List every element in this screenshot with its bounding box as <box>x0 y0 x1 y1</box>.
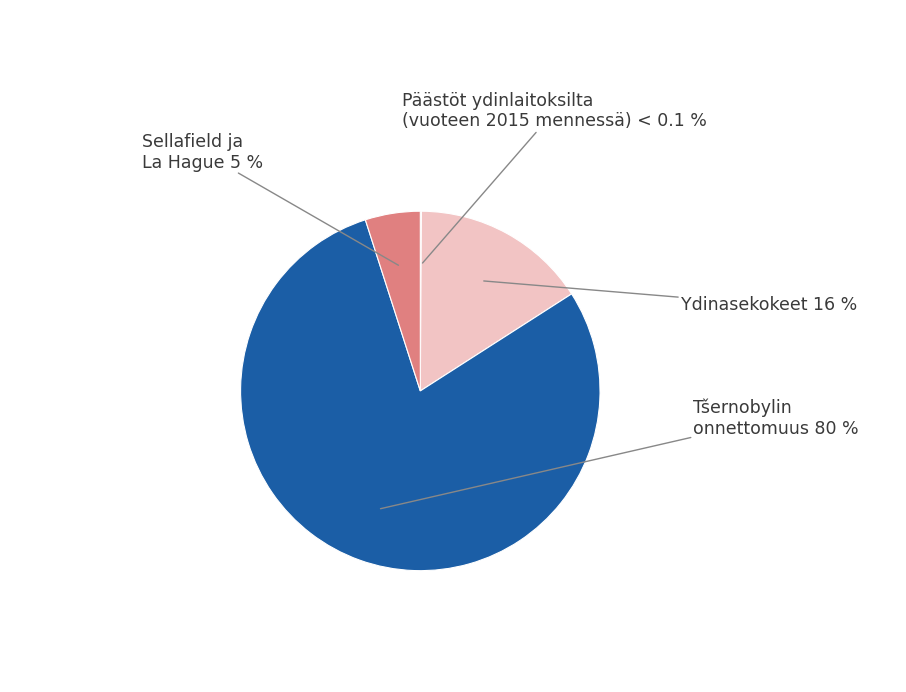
Wedge shape <box>420 211 572 391</box>
Text: Päästöt ydinlaitoksilta
(vuoteen 2015 mennessä) < 0.1 %: Päästöt ydinlaitoksilta (vuoteen 2015 me… <box>402 91 708 263</box>
Wedge shape <box>365 211 420 391</box>
Wedge shape <box>241 220 600 571</box>
Text: Tšernobylin
onnettomuus 80 %: Tšernobylin onnettomuus 80 % <box>381 398 859 509</box>
Text: Ydinasekokeet 16 %: Ydinasekokeet 16 % <box>484 281 857 313</box>
Text: Sellafield ja
La Hague 5 %: Sellafield ja La Hague 5 % <box>141 133 399 265</box>
Wedge shape <box>420 211 421 391</box>
